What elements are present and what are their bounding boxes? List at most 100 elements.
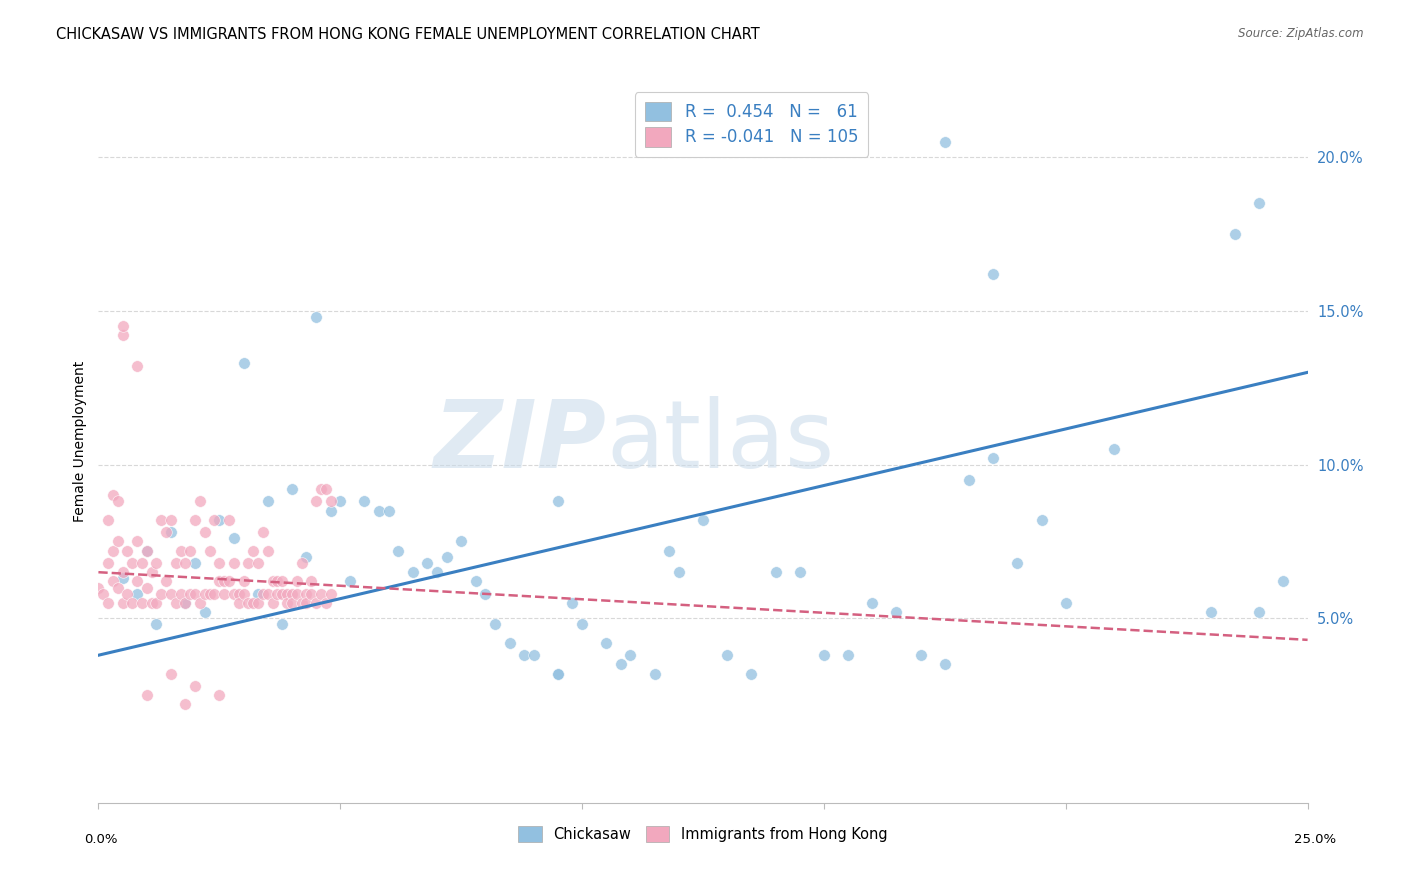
Point (498, 636, 520, 650)
Point (315, 596, 337, 610)
Point (309, 482, 332, 496)
Point (169, 587, 191, 601)
Point (179, 587, 201, 601)
Point (281, 587, 304, 601)
Point (160, 666, 183, 681)
Point (299, 574, 322, 589)
Point (981, 267, 1004, 281)
Point (262, 574, 284, 589)
Point (402, 565, 425, 579)
Point (934, 135, 956, 149)
Point (174, 596, 197, 610)
Point (368, 504, 391, 518)
Point (218, 513, 240, 527)
Point (194, 587, 217, 601)
Point (194, 605, 217, 619)
Point (194, 525, 217, 540)
Point (111, 328, 134, 343)
Point (155, 525, 177, 540)
Point (1249, 196, 1271, 211)
Point (179, 543, 201, 558)
Point (238, 556, 260, 570)
Point (198, 543, 221, 558)
Point (131, 556, 153, 570)
Point (1272, 574, 1295, 589)
Point (232, 587, 254, 601)
Point (1249, 605, 1271, 619)
Point (111, 565, 134, 579)
Point (271, 617, 294, 632)
Point (218, 574, 240, 589)
Point (165, 596, 187, 610)
Point (716, 648, 738, 663)
Point (242, 596, 264, 610)
Text: ZIP: ZIP (433, 395, 606, 488)
Point (281, 596, 304, 610)
Point (127, 359, 149, 374)
Point (117, 543, 139, 558)
Point (174, 698, 197, 712)
Point (595, 636, 617, 650)
Point (319, 587, 342, 601)
Point (208, 574, 231, 589)
Point (101, 488, 124, 502)
Point (188, 494, 211, 508)
Point (426, 565, 449, 579)
Point (174, 596, 197, 610)
Point (644, 666, 666, 681)
Point (886, 605, 908, 619)
Point (150, 513, 173, 527)
Point (295, 587, 318, 601)
Point (436, 549, 458, 564)
Point (547, 494, 569, 508)
Point (107, 494, 129, 508)
Point (547, 666, 569, 681)
Point (315, 482, 337, 496)
Point (290, 596, 312, 610)
Point (276, 596, 298, 610)
Point (339, 574, 361, 589)
Point (1199, 605, 1222, 619)
Point (252, 525, 274, 540)
Point (1054, 596, 1077, 610)
Point (464, 574, 486, 589)
Point (127, 534, 149, 549)
Point (305, 310, 328, 324)
Point (295, 596, 318, 610)
Point (212, 587, 235, 601)
Point (276, 587, 298, 601)
Point (692, 513, 714, 527)
Point (150, 587, 173, 601)
Point (837, 648, 859, 663)
Point (204, 513, 226, 527)
Point (256, 587, 278, 601)
Point (184, 556, 207, 570)
Point (668, 565, 690, 579)
Point (145, 556, 167, 570)
Point (228, 587, 250, 601)
Point (155, 574, 177, 589)
Point (765, 565, 787, 579)
Point (450, 534, 472, 549)
Point (188, 596, 211, 610)
Point (256, 543, 278, 558)
Point (813, 648, 835, 663)
Point (319, 504, 342, 518)
Point (523, 648, 546, 663)
Y-axis label: Female Unemployment: Female Unemployment (73, 361, 87, 522)
Point (145, 617, 167, 632)
Point (169, 543, 191, 558)
Point (107, 581, 129, 595)
Point (658, 543, 681, 558)
Point (91, 587, 114, 601)
Point (184, 679, 207, 693)
Point (981, 451, 1004, 466)
Point (97, 596, 120, 610)
Point (295, 549, 318, 564)
Point (97, 556, 120, 570)
Point (184, 587, 207, 601)
Point (222, 587, 245, 601)
Point (111, 571, 134, 585)
Point (101, 543, 124, 558)
Point (484, 617, 506, 632)
